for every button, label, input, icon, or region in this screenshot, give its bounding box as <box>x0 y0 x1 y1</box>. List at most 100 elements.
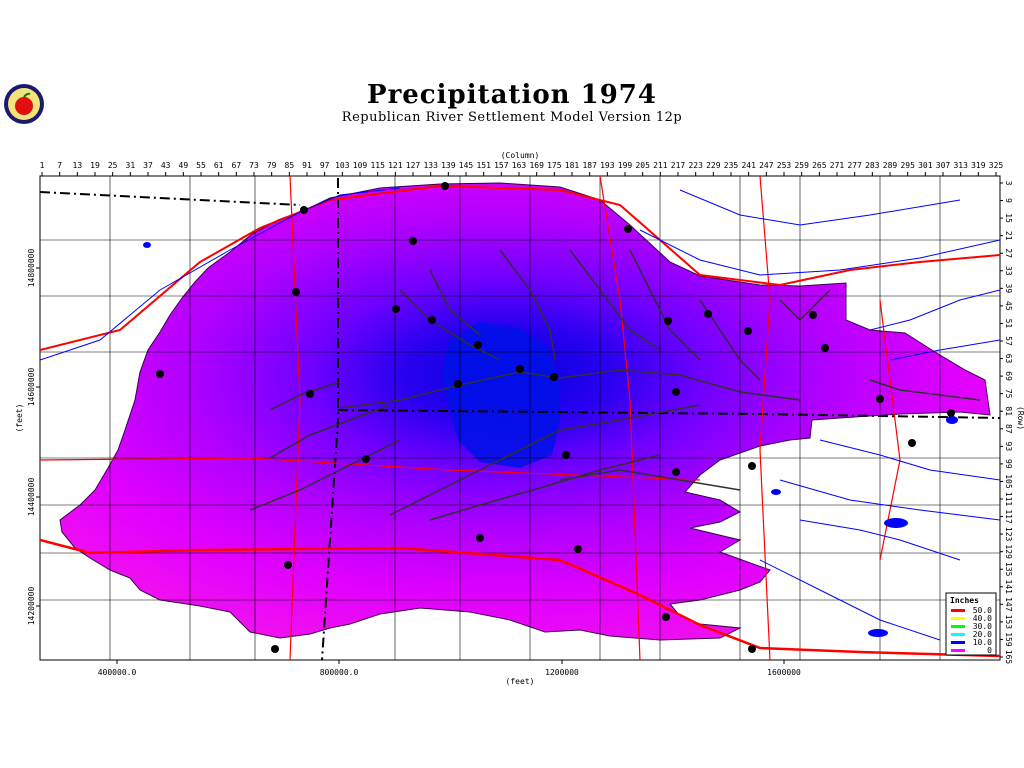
station-marker <box>284 561 292 569</box>
column-tick-label: 13 <box>73 161 83 170</box>
column-tick-label: 241 <box>741 161 756 170</box>
column-tick-label: 49 <box>179 161 189 170</box>
row-tick-label: 27 <box>1004 248 1013 258</box>
station-marker <box>454 380 462 388</box>
legend-label: 30.0 <box>973 622 992 631</box>
row-tick-label: 159 <box>1004 632 1013 647</box>
y-tick-label: 14400000 <box>27 478 36 517</box>
row-tick-label: 147 <box>1004 597 1013 612</box>
legend-swatch <box>951 617 965 620</box>
y-tick-labels: 14800000 14600000 14400000 14200000 <box>27 249 40 625</box>
column-tick-label: 247 <box>759 161 774 170</box>
column-tick-label: 205 <box>635 161 650 170</box>
column-tick-label: 109 <box>353 161 368 170</box>
column-tick-label: 325 <box>989 161 1004 170</box>
legend-title: Inches <box>950 596 979 605</box>
column-tick-label: 1 <box>40 161 45 170</box>
y-tick-label: 14800000 <box>27 249 36 288</box>
row-tick-label: 3 <box>1004 181 1013 186</box>
row-tick-label: 135 <box>1004 562 1013 577</box>
station-marker <box>672 388 680 396</box>
column-tick-label: 175 <box>547 161 562 170</box>
row-tick-label: 51 <box>1004 319 1013 329</box>
roads <box>40 176 1000 660</box>
column-tick-label: 133 <box>423 161 438 170</box>
y-axis-label: (feet) <box>15 404 24 433</box>
page-subtitle: Republican River Settlement Model Versio… <box>341 110 683 125</box>
row-tick-label: 9 <box>1004 198 1013 203</box>
station-marker <box>441 182 449 190</box>
x-tick-labels: 400000.0 800000.0 1200000 1600000 <box>98 660 801 677</box>
row-tick-label: 87 <box>1004 424 1013 434</box>
column-tick-label: 103 <box>335 161 350 170</box>
column-tick-label: 31 <box>126 161 136 170</box>
legend-swatch <box>951 609 965 612</box>
column-tick-label: 229 <box>706 161 721 170</box>
column-tick-label: 139 <box>441 161 456 170</box>
column-tick-label: 55 <box>196 161 206 170</box>
column-tick-label: 85 <box>285 161 295 170</box>
station-marker <box>947 409 955 417</box>
agency-logo <box>2 82 46 126</box>
column-tick-label: 199 <box>618 161 633 170</box>
column-tick-label: 217 <box>671 161 686 170</box>
rivers <box>40 187 1000 641</box>
state-boundaries <box>40 178 1000 660</box>
column-tick-label: 61 <box>214 161 224 170</box>
x-axis-label: (feet) <box>506 677 535 686</box>
legend-label: 10.0 <box>973 638 992 647</box>
legend-label: 50.0 <box>973 606 992 615</box>
row-tick-label: 15 <box>1004 213 1013 223</box>
row-tick-label: 75 <box>1004 389 1013 399</box>
station-marker <box>292 288 300 296</box>
station-marker <box>428 316 436 324</box>
column-tick-label: 79 <box>267 161 277 170</box>
row-tick-label: 111 <box>1004 492 1013 507</box>
column-tick-label: 115 <box>370 161 385 170</box>
legend-swatch <box>951 633 965 636</box>
column-tick-label: 259 <box>794 161 809 170</box>
station-marker <box>156 370 164 378</box>
row-tick-labels: 3915212733394551576369758187939910511111… <box>1000 181 1013 665</box>
legend-label: 40.0 <box>973 614 992 623</box>
station-marker <box>876 395 884 403</box>
x-tick-label: 1200000 <box>545 668 579 677</box>
station-marker <box>704 310 712 318</box>
column-axis-label: (Column) <box>501 151 540 160</box>
column-tick-label: 37 <box>143 161 153 170</box>
station-marker <box>809 311 817 319</box>
station-marker <box>672 468 680 476</box>
column-tick-label: 277 <box>847 161 862 170</box>
page-title: Precipitation 1974 <box>367 80 657 110</box>
row-tick-label: 165 <box>1004 650 1013 665</box>
row-tick-label: 153 <box>1004 615 1013 630</box>
row-tick-label: 63 <box>1004 354 1013 364</box>
column-tick-label: 271 <box>830 161 845 170</box>
station-marker <box>409 237 417 245</box>
station-marker <box>476 534 484 542</box>
row-tick-label: 129 <box>1004 544 1013 559</box>
column-tick-label: 43 <box>161 161 171 170</box>
row-tick-label: 117 <box>1004 509 1013 524</box>
x-tick-label: 400000.0 <box>98 668 137 677</box>
row-tick-label: 81 <box>1004 406 1013 416</box>
row-tick-label: 99 <box>1004 459 1013 469</box>
column-tick-label: 193 <box>600 161 615 170</box>
column-tick-label: 265 <box>812 161 827 170</box>
legend-swatch <box>951 649 965 652</box>
column-tick-label: 127 <box>406 161 421 170</box>
station-marker <box>271 645 279 653</box>
station-marker <box>550 373 558 381</box>
column-tick-label: 7 <box>57 161 62 170</box>
legend-swatch <box>951 625 965 628</box>
station-marker <box>562 451 570 459</box>
reservoirs <box>143 242 958 637</box>
x-tick-label: 1600000 <box>767 668 801 677</box>
row-tick-label: 141 <box>1004 580 1013 595</box>
row-tick-label: 123 <box>1004 527 1013 542</box>
column-tick-label: 181 <box>565 161 580 170</box>
station-marker <box>306 390 314 398</box>
column-tick-label: 187 <box>582 161 597 170</box>
column-tick-label: 97 <box>320 161 330 170</box>
